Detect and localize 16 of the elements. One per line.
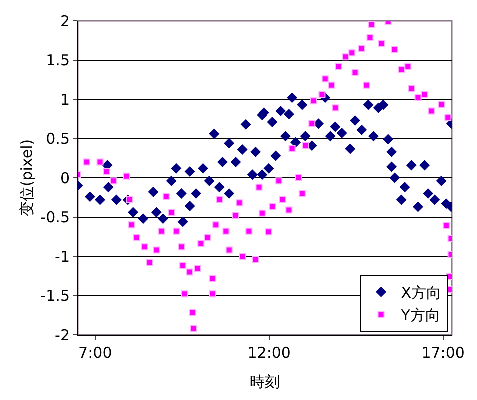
y-tick-label: 1.5: [46, 52, 70, 70]
x-tick-label: 12:00: [248, 344, 291, 362]
legend-label: Y方向: [400, 306, 440, 324]
y-tick-label: 1: [60, 90, 70, 109]
y-tick-label: -1.5: [40, 287, 70, 305]
x-tick-label: 7:00: [78, 344, 112, 362]
y-axis-title: 变位(pixel): [18, 139, 36, 217]
y-tick-label: -0.5: [40, 208, 70, 226]
x-tick-label: 17:00: [422, 344, 465, 362]
y-tick-label: 0: [60, 169, 70, 188]
y-tick-label: -1: [55, 248, 70, 266]
y-tick-label: -2: [55, 326, 70, 344]
x-axis-title: 時刻: [250, 373, 280, 391]
legend-label: X方向: [401, 284, 442, 302]
y-tick-label: 0.5: [46, 130, 70, 148]
y-tick-label: 2: [60, 12, 70, 30]
